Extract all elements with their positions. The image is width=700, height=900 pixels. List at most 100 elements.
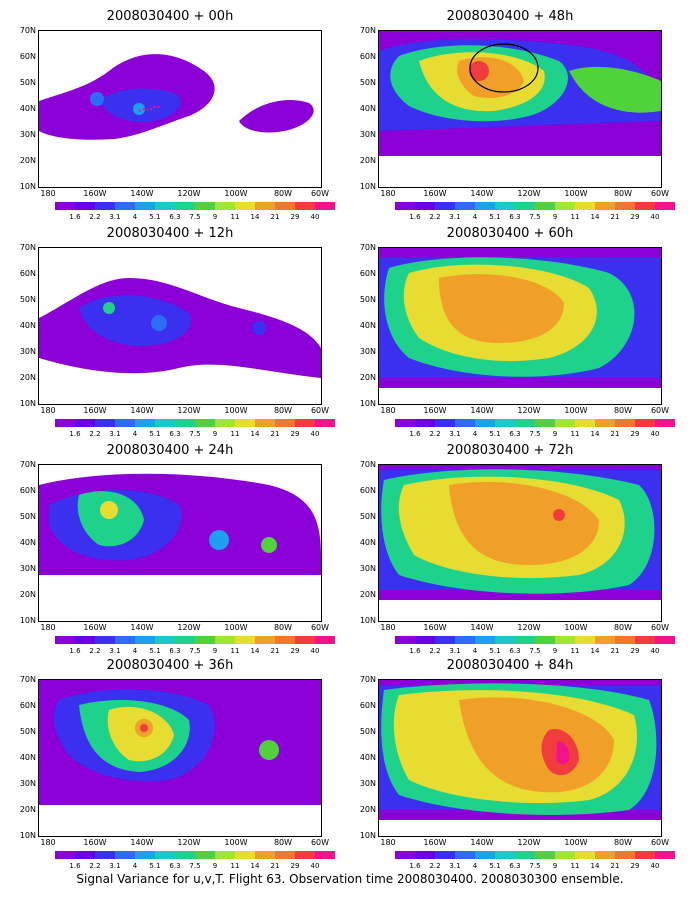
colorbar-label: 21 [270,430,280,438]
colorbar-swatch [155,202,175,210]
colorbar-swatch [295,851,315,859]
colorbar-label: 40 [310,647,320,655]
colorbar-swatch [535,851,555,859]
colorbar-swatch [415,419,435,427]
lat-label: 10N [359,182,376,191]
colorbar-label: 7.5 [189,430,201,438]
colorbar-swatch [315,636,335,644]
colorbar-swatch [55,636,75,644]
colorbar-swatch [475,851,495,859]
lat-label: 40N [19,104,36,113]
colorbar-label: 7.5 [189,213,201,221]
colorbar-swatch [275,419,295,427]
lon-label: 80W [613,189,633,198]
colorbar-label: 3.1 [109,430,121,438]
colorbar-swatch [615,419,635,427]
lon-label: 60W [310,838,330,847]
lon-label: 60W [650,838,670,847]
colorbar [395,202,675,210]
lat-label: 50N [359,295,376,304]
colorbar-label: 4 [472,213,478,221]
lon-label: 180 [380,623,396,632]
colorbar-swatch [415,636,435,644]
lat-label: 30N [19,779,36,788]
lat-label: 30N [359,130,376,139]
colorbar-label: 21 [610,430,620,438]
lon-label: 160W [83,623,107,632]
variance-map [38,464,322,622]
colorbar-swatch [655,851,675,859]
lon-label: 80W [273,406,293,415]
lat-label: 40N [359,104,376,113]
lat-label: 30N [19,347,36,356]
lon-label: 160W [83,189,107,198]
colorbar-swatch [515,636,535,644]
colorbar-swatch [595,419,615,427]
colorbar-label: 29 [290,213,300,221]
lat-label: 30N [19,564,36,573]
colorbar-swatch [495,202,515,210]
colorbar-swatch [515,851,535,859]
colorbar-label: 2.2 [429,647,441,655]
lon-label: 120W [177,406,201,415]
lat-label: 50N [19,78,36,87]
colorbar-swatch [455,419,475,427]
colorbar-swatch [75,851,95,859]
colorbar-label: 7.5 [529,647,541,655]
colorbar-label: 3.1 [449,213,461,221]
lat-label: 30N [359,347,376,356]
colorbar-label: 5.1 [489,862,501,870]
colorbar-swatch [475,636,495,644]
lat-label: 40N [19,321,36,330]
colorbar-swatch [435,636,455,644]
lon-label: 80W [613,623,633,632]
colorbar-swatch [395,419,415,427]
map-panel-72h: 2008030400 + 72h 70N 60N 50N 40N 30N 20N… [350,442,675,660]
lat-label: 30N [359,779,376,788]
map-panel-36h: 2008030400 + 36h 70N 60N 50N 40N 30N 20N… [10,657,335,875]
colorbar-swatch [555,419,575,427]
colorbar-label: 9 [552,862,558,870]
lon-label: 160W [423,406,447,415]
colorbar-label: 2.2 [429,862,441,870]
colorbar-swatch [395,202,415,210]
variance-map [378,464,662,622]
colorbar-label: 40 [650,647,660,655]
colorbar-label: 1.6 [69,430,81,438]
lon-label: 80W [273,189,293,198]
lat-label: 10N [359,616,376,625]
lat-label: 10N [359,831,376,840]
lon-label: 160W [83,838,107,847]
colorbar-swatch [175,202,195,210]
lon-label: 80W [273,838,293,847]
colorbar-label: 11 [570,862,580,870]
colorbar-label: 6.3 [509,213,521,221]
lat-label: 70N [359,243,376,252]
colorbar-swatch [655,202,675,210]
colorbar-label: 7.5 [529,862,541,870]
lat-label: 40N [359,321,376,330]
colorbar-swatch [435,202,455,210]
colorbar-swatch [235,202,255,210]
colorbar-label: 6.3 [169,647,181,655]
colorbar-swatch [315,419,335,427]
colorbar-label: 6.3 [169,430,181,438]
lat-label: 50N [359,512,376,521]
colorbar-swatch [235,636,255,644]
map-panel-24h: 2008030400 + 24h 70N 60N 50N 40N 30N 20N… [10,442,335,660]
lat-label: 70N [19,675,36,684]
lat-label: 60N [19,486,36,495]
colorbar-swatch [395,851,415,859]
lon-label: 160W [423,838,447,847]
colorbar-label: 29 [290,430,300,438]
colorbar-swatch [215,419,235,427]
colorbar-label: 2.2 [89,862,101,870]
variance-map [378,30,662,188]
colorbar [395,636,675,644]
lon-label: 140W [470,406,494,415]
lat-label: 20N [359,805,376,814]
colorbar-swatch [235,419,255,427]
lat-label: 40N [19,753,36,762]
lon-label: 100W [224,838,248,847]
colorbar-swatch [595,851,615,859]
